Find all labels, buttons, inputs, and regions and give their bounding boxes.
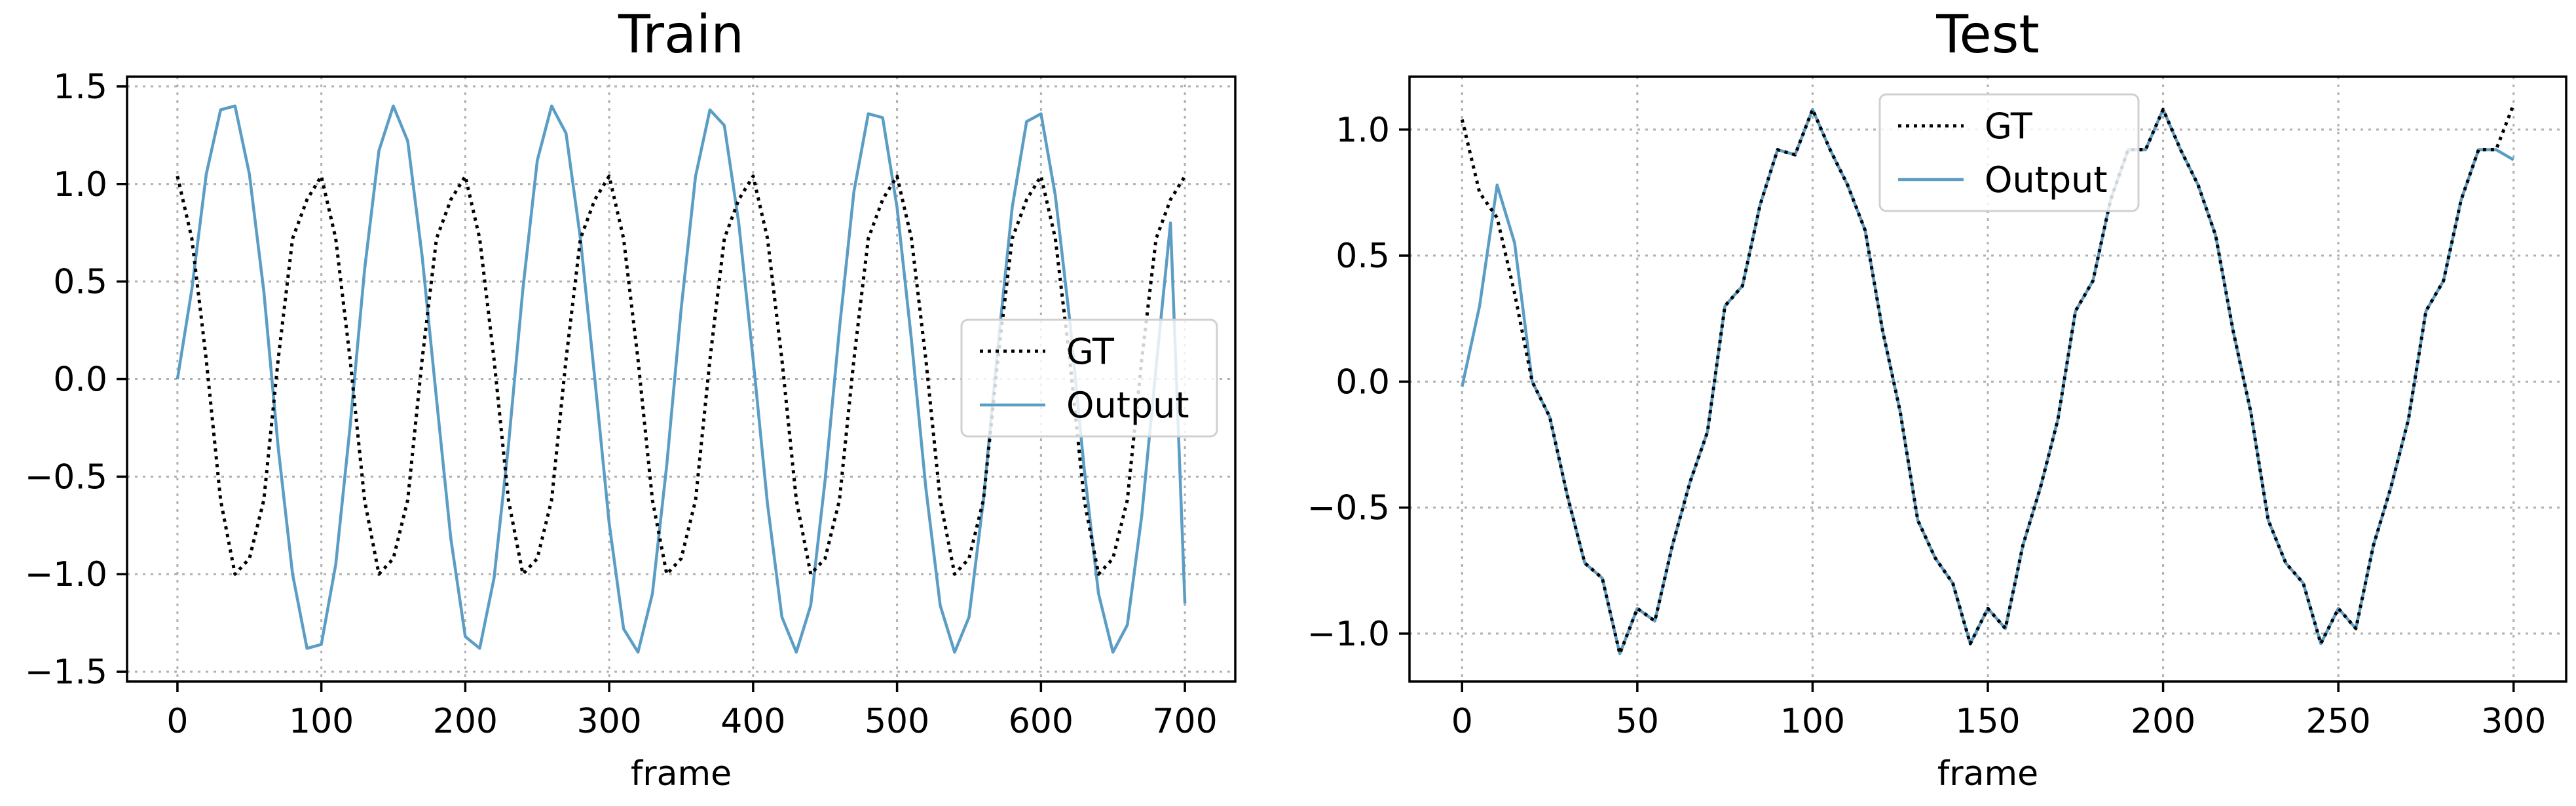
x-axis-label: frame	[631, 754, 732, 794]
y-tick-label: −1.0	[25, 555, 107, 594]
y-tick-label: 0.0	[1335, 362, 1390, 402]
grid	[1409, 77, 2566, 681]
x-tick-label: 200	[433, 702, 498, 741]
x-tick-label: 200	[2131, 702, 2195, 741]
x-axis-label: frame	[1937, 754, 2038, 794]
legend: GT Output	[960, 318, 1218, 438]
y-tick-label: −0.5	[1307, 489, 1390, 528]
legend-label-output: Output	[1066, 385, 1189, 426]
legend-label-gt: GT	[1066, 331, 1115, 372]
legend-label-gt: GT	[1985, 106, 2033, 147]
x-tick-label: 300	[576, 702, 641, 741]
y-tick-label: 1.5	[53, 67, 107, 107]
y-tick-label: −1.0	[1307, 615, 1390, 654]
y-tick-label: 0.5	[53, 263, 107, 302]
series-line-gt	[176, 174, 1187, 576]
x-tick-label: 400	[720, 702, 785, 741]
x-tick-label: 500	[865, 702, 929, 741]
x-tick-label: 150	[1955, 702, 2020, 741]
x-tick-label: 700	[1152, 702, 1217, 741]
x-tick-label: 100	[1780, 702, 1845, 741]
legend-box	[1878, 93, 2140, 212]
legend-box	[960, 318, 1218, 438]
x-tick-label: 0	[166, 702, 188, 741]
x-tick-label: 100	[289, 702, 354, 741]
x-tick-label: 300	[2481, 702, 2546, 741]
x-tick-label: 50	[1616, 702, 1659, 741]
series-line-gt	[1460, 104, 2516, 656]
chart-0: 0 100 200 300 400 500 600 700 −1.5 −1.0 −0.5 0.0 0.5…	[25, 4, 1237, 794]
x-tick-label: 600	[1009, 702, 1073, 741]
x-tick-label: 0	[1451, 702, 1473, 741]
y-tick-label: −0.5	[25, 457, 107, 497]
chart-title: Train	[618, 4, 744, 65]
y-tick-label: 1.0	[53, 165, 107, 204]
series-line-output	[176, 104, 1187, 654]
y-tick-label: 0.0	[53, 360, 107, 400]
x-tick-label: 250	[2306, 702, 2371, 741]
legend: GT Output	[1878, 93, 2140, 212]
y-tick-label: −1.5	[25, 653, 107, 692]
y-tick-label: 1.0	[1335, 111, 1390, 150]
chart-title: Test	[1935, 4, 2040, 65]
chart-1: 0 50 100 150 200 250 300 −1.0 −0.5 0.0 0.5 1.0 Test f…	[1307, 4, 2567, 794]
y-tick-label: 0.5	[1335, 237, 1390, 276]
legend-label-output: Output	[1985, 159, 2108, 201]
